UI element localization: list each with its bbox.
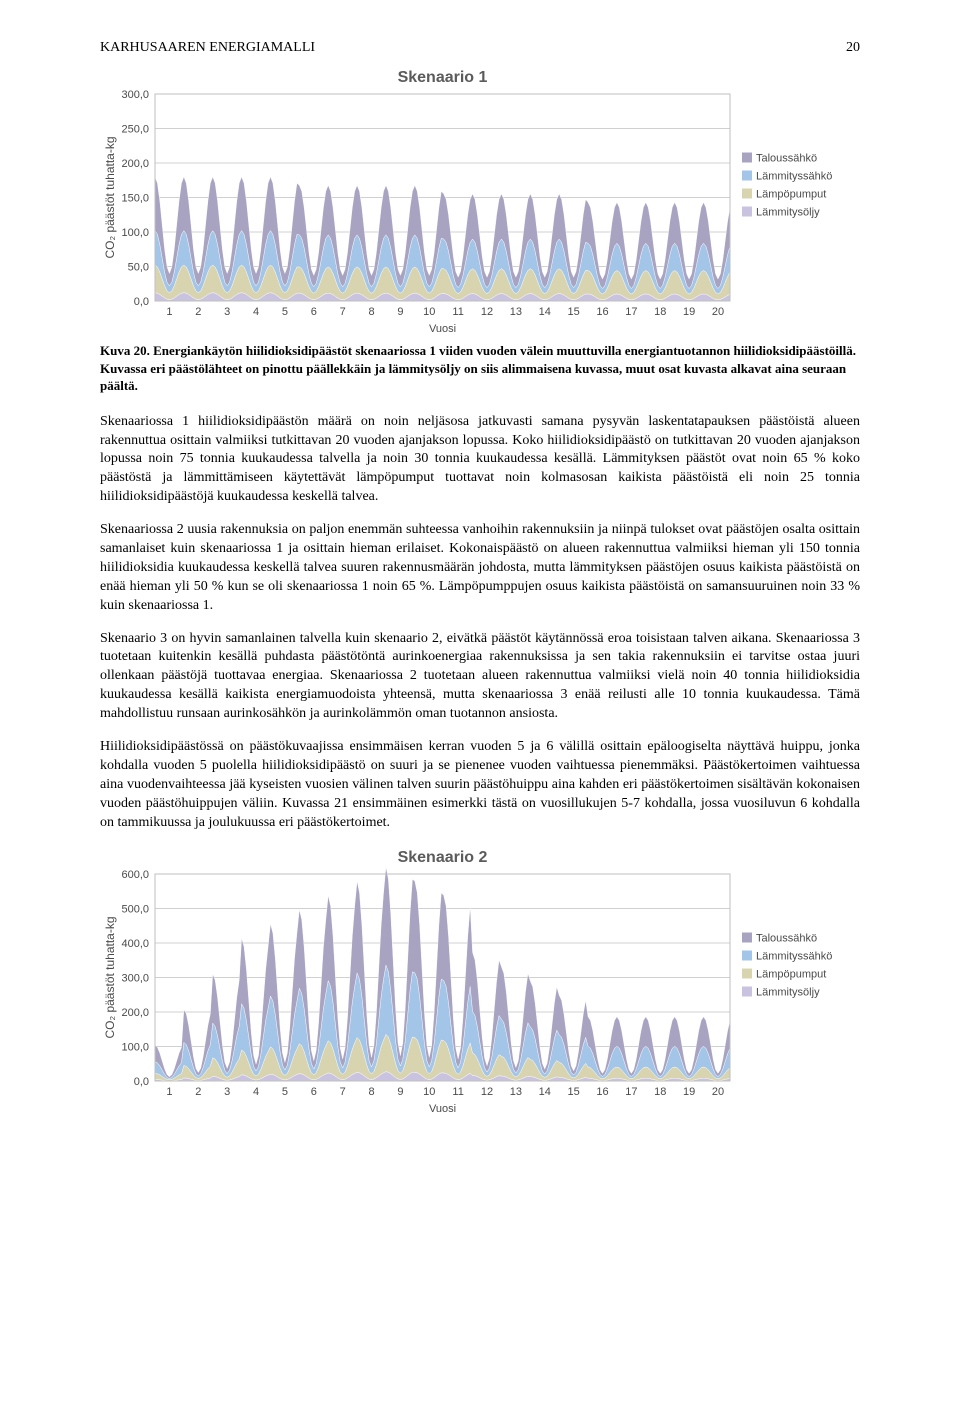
paragraph-3: Skenaario 3 on hyvin samanlainen talvell… [100, 630, 860, 724]
svg-text:7: 7 [340, 306, 346, 318]
svg-text:Lämmitysöljy: Lämmitysöljy [756, 207, 820, 219]
svg-text:9: 9 [397, 1086, 403, 1098]
svg-text:12: 12 [481, 1086, 493, 1098]
svg-text:18: 18 [654, 306, 666, 318]
svg-text:17: 17 [625, 1086, 637, 1098]
svg-text:100,0: 100,0 [121, 227, 149, 239]
svg-text:9: 9 [397, 306, 403, 318]
svg-text:20: 20 [712, 1086, 724, 1098]
svg-text:3: 3 [224, 306, 230, 318]
svg-text:10: 10 [423, 1086, 435, 1098]
svg-text:17: 17 [625, 306, 637, 318]
header-right: 20 [846, 40, 860, 56]
svg-text:400,0: 400,0 [121, 938, 149, 950]
svg-text:Lämmityssähkö: Lämmityssähkö [756, 171, 832, 183]
svg-text:Lämmityssähkö: Lämmityssähkö [756, 951, 832, 963]
svg-text:6: 6 [311, 1086, 317, 1098]
svg-text:300,0: 300,0 [121, 973, 149, 985]
svg-text:20: 20 [712, 306, 724, 318]
svg-text:6: 6 [311, 306, 317, 318]
svg-text:1: 1 [166, 306, 172, 318]
svg-text:Taloussähkö: Taloussähkö [756, 153, 817, 165]
svg-text:10: 10 [423, 306, 435, 318]
svg-text:Lämmitysöljy: Lämmitysöljy [756, 987, 820, 999]
svg-text:13: 13 [510, 1086, 522, 1098]
svg-text:300,0: 300,0 [121, 89, 149, 101]
chart-skenaario-2: 0,0100,0200,0300,0400,0500,0600,01234567… [100, 846, 860, 1116]
paragraph-1: Skenaariossa 1 hiilidioksidipäästön määr… [100, 413, 860, 507]
svg-text:CO₂ päästöt tuhatta-kg: CO₂ päästöt tuhatta-kg [103, 917, 117, 1039]
svg-text:100,0: 100,0 [121, 1042, 149, 1054]
chart-skenaario-1: 0,050,0100,0150,0200,0250,0300,012345678… [100, 66, 860, 336]
svg-text:8: 8 [368, 1086, 374, 1098]
svg-text:Vuosi: Vuosi [429, 323, 456, 335]
paragraph-4: Hiilidioksidipäästössä on päästökuvaajis… [100, 738, 860, 832]
svg-text:Taloussähkö: Taloussähkö [756, 933, 817, 945]
svg-text:16: 16 [596, 306, 608, 318]
svg-text:5: 5 [282, 306, 288, 318]
svg-text:2: 2 [195, 306, 201, 318]
svg-text:16: 16 [596, 1086, 608, 1098]
svg-text:200,0: 200,0 [121, 1007, 149, 1019]
svg-text:14: 14 [539, 306, 551, 318]
svg-text:250,0: 250,0 [121, 124, 149, 136]
page: KARHUSAAREN ENERGIAMALLI 20 0,050,0100,0… [0, 0, 960, 1160]
svg-text:Skenaario 1: Skenaario 1 [398, 69, 488, 86]
svg-text:3: 3 [224, 1086, 230, 1098]
svg-text:Lämpöpumput: Lämpöpumput [756, 189, 826, 201]
svg-text:0,0: 0,0 [134, 1076, 149, 1088]
svg-text:CO₂ päästöt tuhatta-kg: CO₂ päästöt tuhatta-kg [103, 136, 117, 258]
svg-text:14: 14 [539, 1086, 551, 1098]
svg-text:5: 5 [282, 1086, 288, 1098]
svg-text:Lämpöpumput: Lämpöpumput [756, 969, 826, 981]
svg-text:12: 12 [481, 306, 493, 318]
svg-text:7: 7 [340, 1086, 346, 1098]
header-left: KARHUSAAREN ENERGIAMALLI [100, 40, 315, 56]
svg-text:8: 8 [368, 306, 374, 318]
svg-text:Vuosi: Vuosi [429, 1103, 456, 1115]
svg-text:600,0: 600,0 [121, 869, 149, 881]
svg-text:19: 19 [683, 306, 695, 318]
svg-text:11: 11 [452, 1086, 463, 1098]
svg-text:18: 18 [654, 1086, 666, 1098]
svg-text:150,0: 150,0 [121, 193, 149, 205]
paragraph-2: Skenaariossa 2 uusia rakennuksia on palj… [100, 521, 860, 615]
svg-text:15: 15 [567, 1086, 579, 1098]
svg-text:4: 4 [253, 1086, 259, 1098]
svg-text:200,0: 200,0 [121, 158, 149, 170]
svg-text:Skenaario 2: Skenaario 2 [398, 849, 488, 866]
figure-caption-20: Kuva 20. Energiankäytön hiilidioksidipää… [100, 342, 860, 395]
svg-text:500,0: 500,0 [121, 904, 149, 916]
svg-text:1: 1 [166, 1086, 172, 1098]
svg-text:13: 13 [510, 306, 522, 318]
svg-text:50,0: 50,0 [128, 262, 149, 274]
svg-text:15: 15 [567, 306, 579, 318]
svg-text:2: 2 [195, 1086, 201, 1098]
svg-text:4: 4 [253, 306, 259, 318]
page-header: KARHUSAAREN ENERGIAMALLI 20 [100, 40, 860, 56]
svg-text:11: 11 [452, 306, 463, 318]
svg-text:19: 19 [683, 1086, 695, 1098]
svg-text:0,0: 0,0 [134, 296, 149, 308]
